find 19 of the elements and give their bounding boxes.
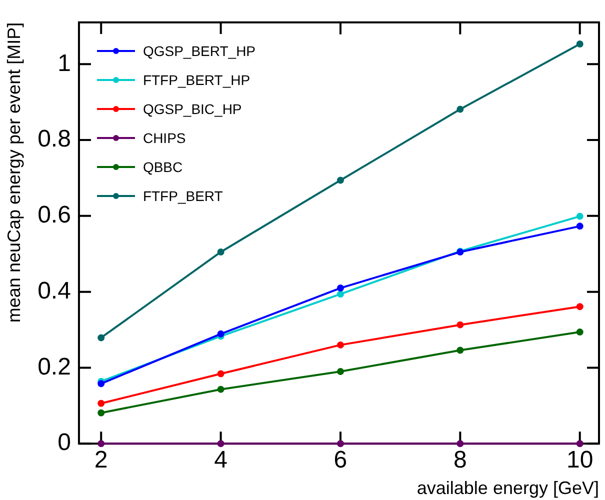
x-axis-title: available energy [GeV] [416,478,599,498]
legend-label: FTFP_BERT [142,188,223,204]
y-tick-label: 0 [58,429,71,456]
y-tick-label: 0.6 [38,202,71,229]
x-tick-label: 8 [453,446,467,474]
y-tick-label: 0.2 [38,353,71,380]
y-tick-label: 1 [58,50,71,77]
x-tick-label: 6 [334,446,348,474]
legend-label: CHIPS [142,130,186,146]
y-axis-title: mean neuCap energy per event [MIP] [4,22,24,323]
y-tick-label: 0.8 [38,126,71,153]
x-tick-label: 4 [214,446,228,474]
x-tick-label: 2 [94,446,108,474]
y-tick-label: 0.4 [38,277,71,304]
legend-label: FTFP_BERT_HP [142,72,250,88]
x-tick-label: 10 [566,446,594,474]
legend-label: QGSP_BIC_HP [142,100,242,117]
legend-label: QGSP_BERT_HP [142,42,256,59]
legend-label: QBBC [142,158,183,175]
